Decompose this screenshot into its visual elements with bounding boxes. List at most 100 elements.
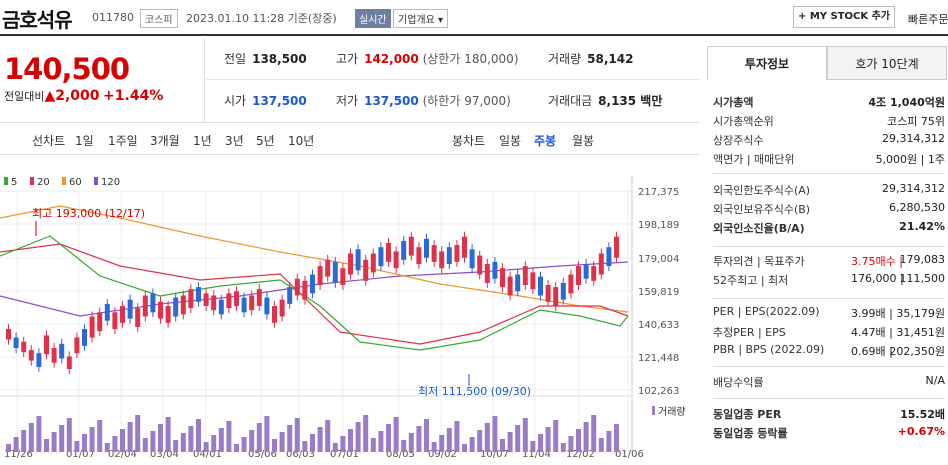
amount-label: 거래대금 [548, 94, 593, 108]
price-change: 전일대비▲2,000 +1.44% [4, 88, 163, 104]
volume-bar [249, 430, 255, 452]
candle [454, 245, 460, 262]
side-panel: 투자정보 호가 10단계 시가총액 4조 1,040억원 시가총액순위 코스피 75위… [707, 46, 947, 461]
x-tick-label: 04/01 [193, 449, 222, 460]
volume-value: 58,142 [587, 52, 634, 66]
tab-10years[interactable]: 10년 [288, 134, 315, 148]
volume-bar [74, 441, 80, 452]
volume-bar [51, 432, 57, 452]
volume-bar [583, 422, 589, 452]
tab-weekly[interactable]: 주봉 [534, 134, 557, 148]
invest-row: 동일업종 PER 15.52배 [713, 406, 945, 424]
candle [416, 247, 422, 264]
chevron-down-icon: ▾ [438, 15, 444, 26]
invest-row-value: 35,179원 [896, 307, 945, 320]
tab-daily[interactable]: 일봉 [499, 134, 522, 148]
tab-monthly[interactable]: 월봉 [572, 134, 595, 148]
invest-row-value: 5,000원 | 1주 [875, 153, 945, 166]
chart-svg: 5 20 60 120 217,375 198,189 179,004 159,819 140… [0, 176, 686, 460]
market-badge: 코스피 [140, 9, 178, 28]
volume-bar [439, 435, 445, 452]
tab-3years[interactable]: 3년 [225, 134, 244, 148]
invest-row: 상장주식수 29,314,312 [713, 132, 945, 150]
side-divider [713, 298, 945, 299]
volume-bar [89, 427, 95, 452]
candle [530, 272, 536, 290]
tab-3months[interactable]: 3개월 [150, 134, 180, 148]
tab-candle-chart: 봉차트 [452, 134, 486, 148]
volume-bar [538, 434, 543, 452]
company-info-dropdown[interactable]: 기업개요 ▾ [393, 9, 449, 28]
invest-row-value: +0.67% [897, 425, 945, 438]
candle [340, 268, 346, 285]
invest-row: 추정PER | EPS 4.47배 | 31,451원 [713, 324, 945, 342]
side-divider [713, 366, 945, 367]
ma5-line [0, 235, 629, 351]
candle [355, 249, 361, 271]
volume-bar [462, 444, 467, 452]
candle [317, 266, 323, 285]
candle [272, 306, 277, 323]
candle [522, 266, 528, 285]
invest-row-value: 179,083 [899, 253, 946, 266]
invest-row-label: 외국인소진율(B/A) [713, 222, 805, 235]
my-stock-label: MY STOCK 추가 [809, 11, 891, 22]
tab-1day[interactable]: 1일 [75, 134, 94, 148]
candle [180, 295, 186, 315]
candle [196, 287, 201, 302]
invest-row-label: 외국인한도주식수(A) [713, 184, 811, 197]
legend-swatch [30, 177, 34, 185]
candle [104, 303, 110, 321]
volume-bar [606, 431, 612, 452]
volume-bar [492, 416, 498, 452]
tab-1week[interactable]: 1주일 [108, 134, 138, 148]
invest-row: 배당수익률 N/A [713, 374, 945, 392]
invest-row-label: 외국인보유주식수(B) [713, 203, 811, 216]
volume-bar [363, 415, 369, 452]
quick-order-link[interactable]: 빠른주문 [908, 13, 948, 26]
volume-bar [317, 427, 323, 452]
tab-line-chart: 선차트 [32, 134, 66, 148]
candle [165, 306, 171, 323]
tab-5years[interactable]: 5년 [256, 134, 275, 148]
volume-bar [256, 423, 262, 452]
plus-icon: + [797, 11, 807, 22]
invest-row: 액면가 | 매매단위 5,000원 | 1주 [713, 151, 945, 169]
volume-bar [553, 420, 559, 452]
candle [477, 255, 483, 275]
volume-bar [196, 419, 201, 452]
price-box: 140,500 전일대비▲2,000 +1.44% [0, 38, 205, 122]
volume-bar [522, 418, 528, 452]
invest-row: PBR | BPS (2022.09) 0.69배 | 202,350원 [713, 343, 945, 361]
my-stock-add-button[interactable]: + MY STOCK 추가 [793, 6, 895, 28]
tab-orderbook[interactable]: 호가 10단계 [827, 46, 947, 80]
volume-bar [598, 438, 604, 452]
volume-bar [500, 439, 505, 452]
legend-label: 20 [37, 177, 50, 188]
candle [173, 297, 179, 317]
invest-row-value: 15.52배 [900, 408, 945, 421]
tab-1year[interactable]: 1년 [193, 134, 212, 148]
volume-bar [28, 423, 34, 452]
invest-row-mid: 176,000 | [851, 272, 904, 285]
invest-row-value: 21.42% [899, 220, 945, 233]
company-info-label: 기업개요 [398, 15, 435, 26]
candle [234, 291, 239, 306]
candle [553, 287, 559, 306]
tab-invest-info[interactable]: 투자정보 [707, 46, 827, 80]
low-value: 137,500 [364, 94, 419, 108]
invest-row-value: 6,280,530 [889, 201, 945, 214]
open-label: 시가 [224, 94, 247, 108]
volume-bar [6, 444, 11, 452]
candle [538, 276, 543, 296]
candle [264, 297, 270, 315]
invest-row: 투자의견 | 목표주가 3.75매수 | 179,083 [713, 253, 945, 271]
volume-bar [279, 432, 285, 452]
volume-bar [469, 437, 475, 452]
candle [158, 301, 163, 319]
volume-bar [294, 418, 300, 452]
volume-label: 거래량 [548, 52, 582, 66]
volume-bar [446, 428, 452, 452]
candle [576, 266, 581, 285]
volume-bar [264, 416, 270, 452]
